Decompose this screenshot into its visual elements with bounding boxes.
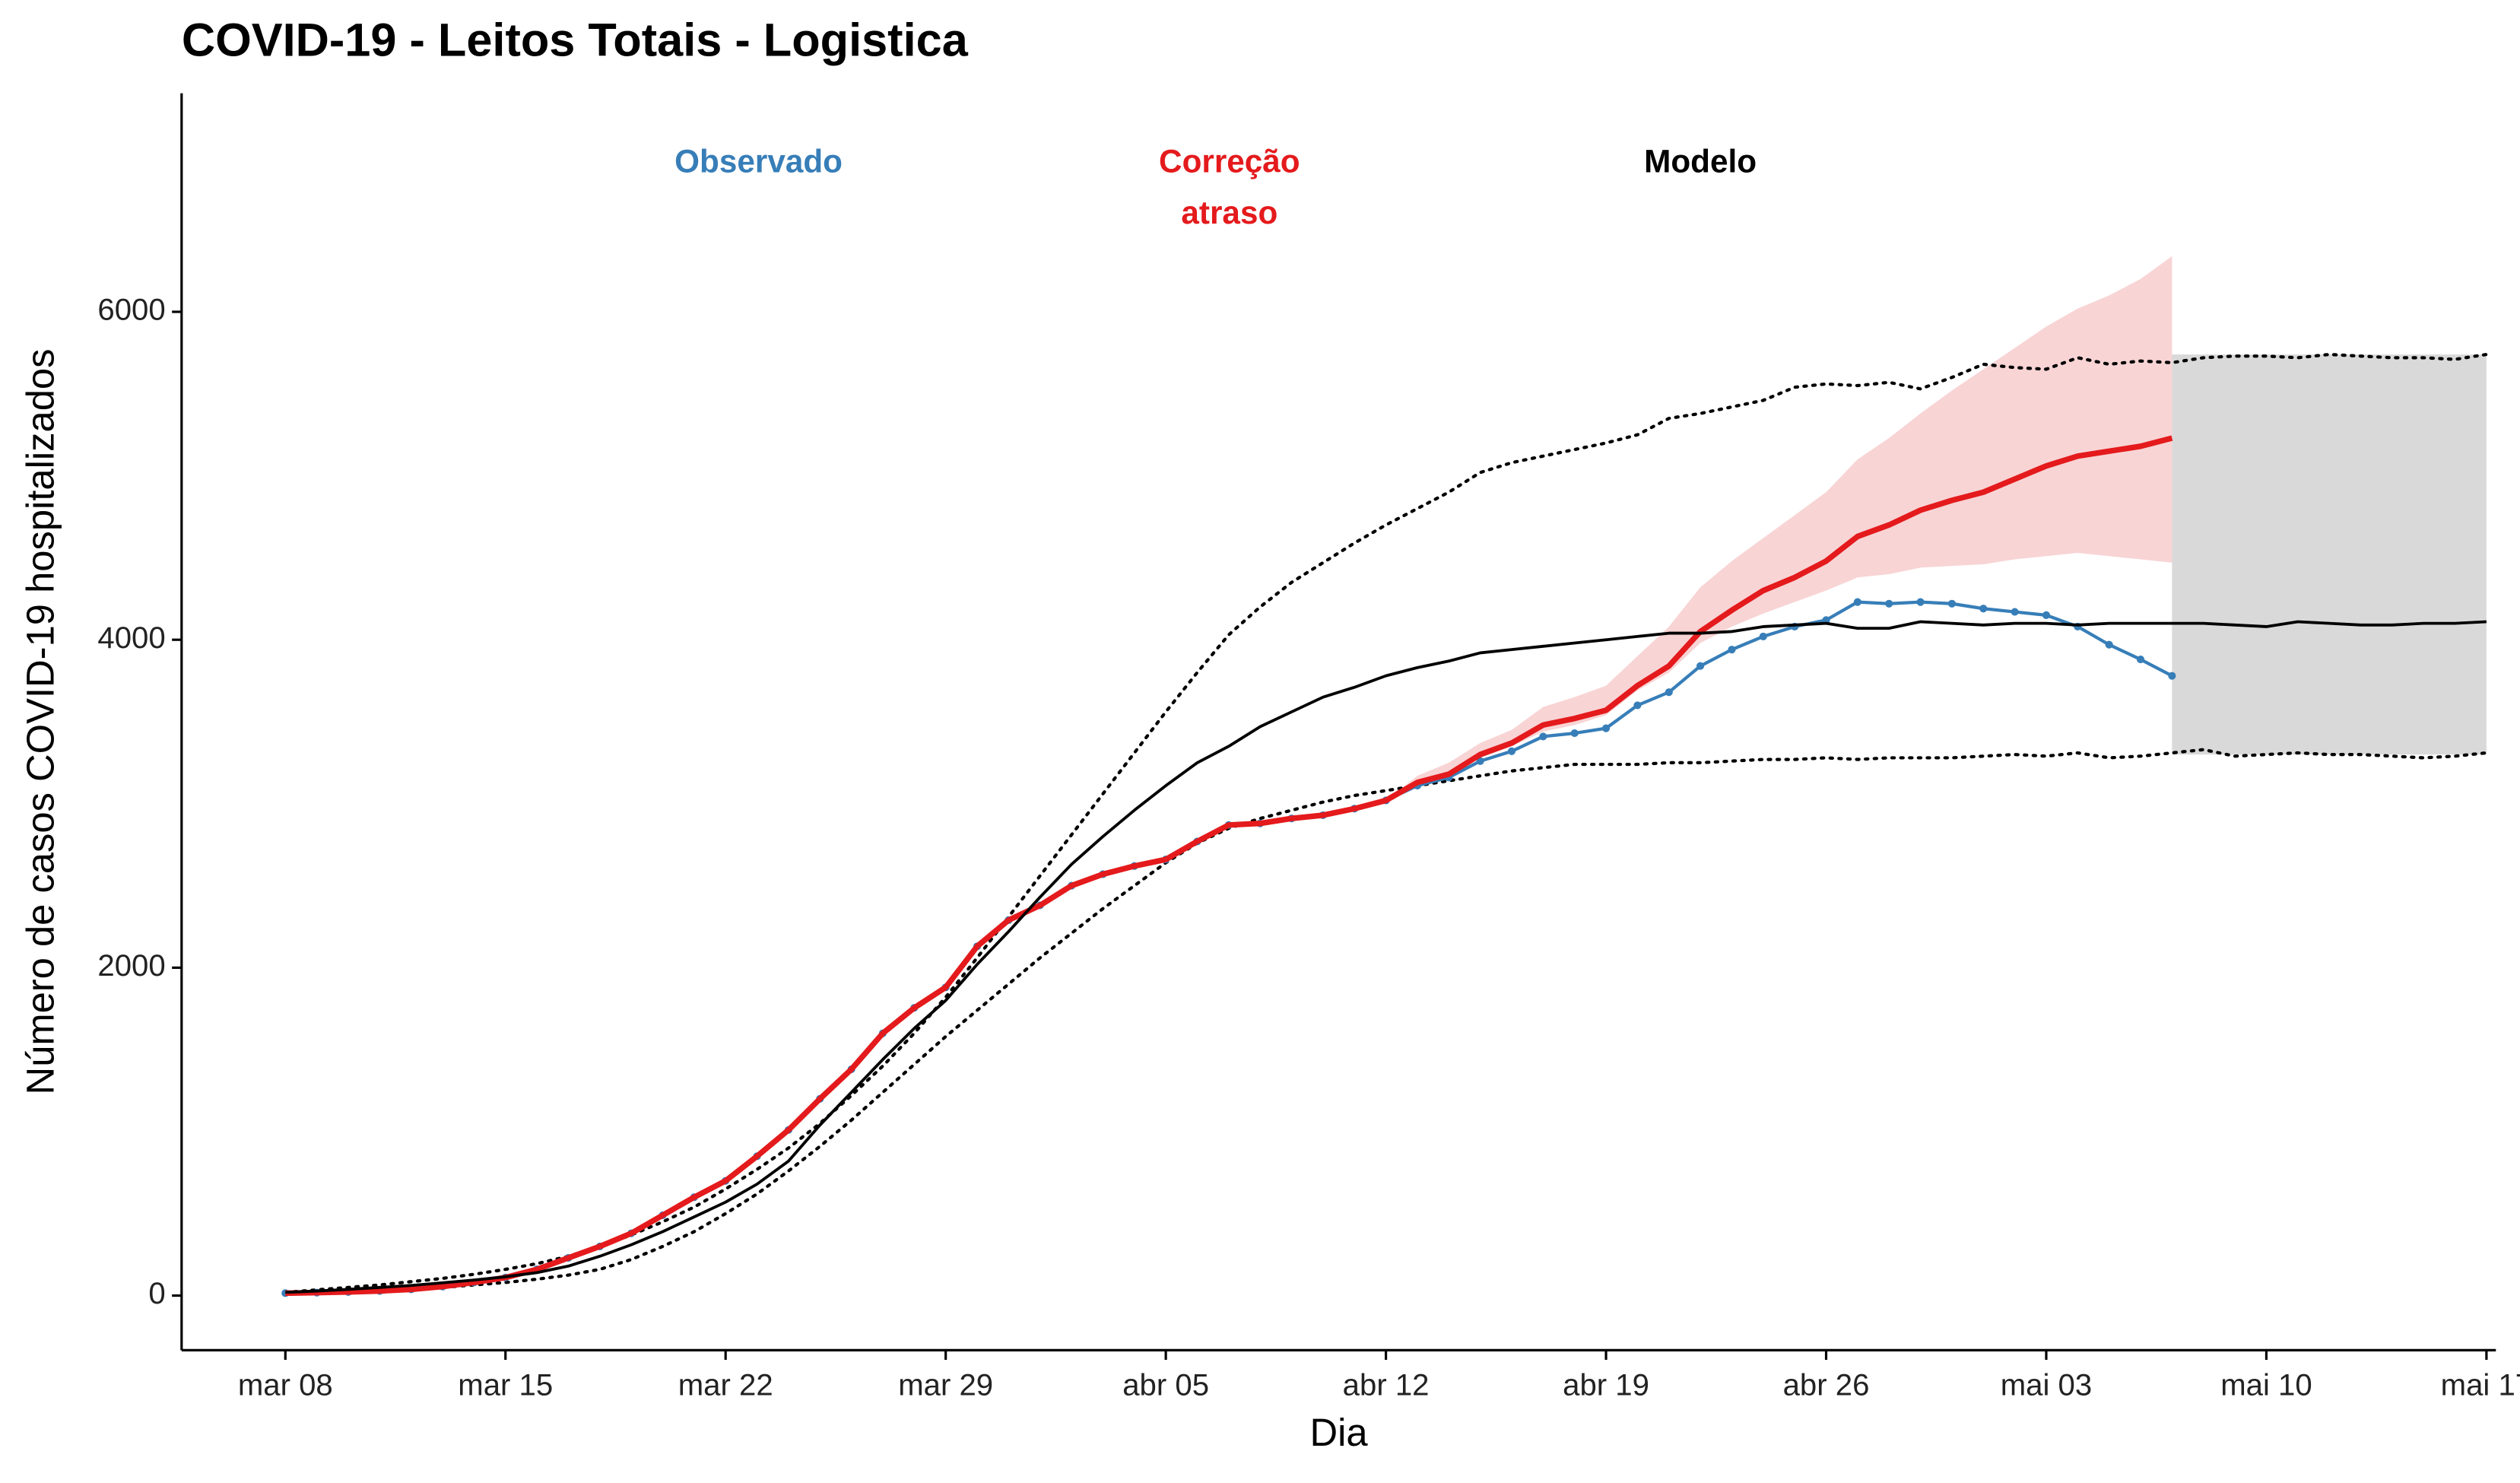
data-point [1853, 598, 1861, 606]
x-tick-label: mai 10 [2220, 1368, 2312, 1402]
series-line [285, 620, 2487, 1294]
data-point [1601, 724, 1611, 732]
x-tick-label: abr 05 [1122, 1368, 1209, 1402]
series-line [285, 600, 2173, 1295]
x-tick-label: mar 22 [678, 1368, 773, 1402]
data-point [1476, 757, 1484, 765]
forecast-band [2172, 354, 2487, 755]
series-line [285, 435, 2173, 1297]
plot-area [281, 256, 2489, 1297]
data-point [1947, 599, 1956, 608]
y-axis-title: Número de casos COVID-19 hospitalizados [18, 348, 62, 1094]
x-tick-label: abr 19 [1563, 1368, 1649, 1402]
data-point [1696, 662, 1705, 670]
y-tick-label: 6000 [97, 293, 165, 327]
data-point [1979, 605, 1988, 613]
data-point [1728, 646, 1736, 654]
data-point [1916, 598, 1925, 606]
data-point [1822, 616, 1830, 624]
confidence-band [285, 256, 2172, 1294]
x-tick-label: mai 17 [2441, 1368, 2520, 1402]
data-point [1885, 599, 1893, 608]
legend-label: Correção atraso [1159, 144, 1300, 231]
legend-label: Observado [674, 144, 843, 179]
x-axis-title: Dia [1310, 1411, 1369, 1454]
y-tick-label: 0 [148, 1276, 165, 1310]
data-point [1759, 632, 1767, 640]
data-point [1507, 747, 1516, 755]
data-point [2042, 611, 2051, 619]
x-tick-label: mai 03 [2001, 1368, 2092, 1402]
interval-line [284, 352, 2489, 1294]
x-tick-label: abr 12 [1343, 1368, 1430, 1402]
x-tick-label: mar 08 [238, 1368, 333, 1402]
legend-label: Modelo [1644, 144, 1757, 179]
data-point [2011, 608, 2019, 616]
x-tick-label: mar 29 [898, 1368, 993, 1402]
data-point [1665, 688, 1673, 697]
data-point [2168, 672, 2176, 680]
chart-title: COVID-19 - Leitos Totais - Logistica [182, 14, 969, 65]
data-point [1570, 729, 1579, 738]
data-point [2105, 640, 2113, 649]
interval-line [284, 748, 2489, 1296]
y-tick-label: 4000 [97, 621, 165, 655]
data-point [2136, 656, 2145, 664]
x-tick-label: abr 26 [1783, 1368, 1870, 1402]
data-point [1633, 701, 1642, 710]
x-tick-label: mar 15 [458, 1368, 553, 1402]
data-point [1539, 732, 1547, 741]
y-tick-label: 2000 [97, 948, 165, 983]
